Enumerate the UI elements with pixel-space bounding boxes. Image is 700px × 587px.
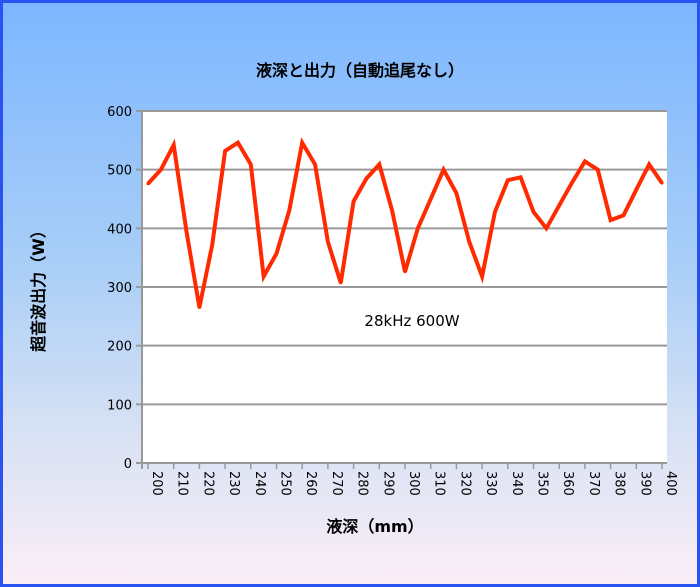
x-tick-label: 370: [586, 471, 601, 496]
x-tick-label: 400: [663, 471, 678, 496]
x-tick-label: 380: [612, 471, 627, 496]
data-point: [159, 168, 163, 172]
data-point: [467, 240, 471, 244]
x-tick-label: 290: [380, 471, 395, 496]
x-tick-label: 230: [226, 471, 241, 496]
x-tick-label: 260: [303, 471, 318, 496]
x-tick-label: 240: [252, 471, 267, 496]
data-point: [480, 274, 484, 278]
data-point: [326, 240, 330, 244]
data-point: [557, 203, 561, 207]
data-point: [287, 208, 291, 212]
data-point: [223, 149, 227, 153]
data-point: [403, 270, 407, 274]
x-tick-label: 340: [509, 471, 524, 496]
y-tick-label: 400: [107, 222, 132, 237]
data-point: [339, 281, 343, 285]
data-point: [210, 243, 214, 247]
data-point: [275, 252, 278, 256]
data-point: [544, 226, 548, 230]
x-tick-label: 280: [355, 471, 370, 496]
data-point: [377, 162, 381, 166]
data-point: [249, 162, 253, 166]
data-point: [262, 274, 266, 278]
y-tick-label: 200: [107, 340, 132, 355]
chart-title: 液深と出力（自動追尾なし）: [256, 61, 464, 80]
data-point: [416, 226, 420, 230]
data-point: [146, 182, 150, 186]
data-point: [583, 159, 587, 163]
data-point: [185, 230, 189, 234]
data-point: [660, 181, 664, 185]
data-point: [429, 197, 433, 201]
x-axis-label: 液深（mm）: [326, 517, 423, 536]
x-tick-label: 300: [406, 471, 421, 496]
data-point: [519, 175, 523, 179]
data-point: [532, 210, 535, 214]
data-point: [621, 213, 625, 217]
data-point: [390, 209, 394, 213]
data-point: [634, 188, 638, 192]
y-axis-label: 超音波出力（W）: [29, 222, 48, 353]
x-tick-label: 350: [535, 471, 550, 496]
x-tick-label: 210: [175, 471, 190, 496]
y-tick-label: 0: [124, 457, 132, 472]
x-tick-label: 270: [329, 471, 344, 496]
annotation-label: 28kHz 600W: [364, 312, 459, 330]
data-point: [506, 178, 510, 182]
data-point: [300, 141, 304, 145]
x-tick-label: 200: [149, 471, 164, 496]
y-tick-label: 500: [107, 164, 132, 179]
data-point: [197, 306, 201, 310]
data-point: [313, 162, 317, 166]
data-point: [352, 199, 356, 203]
data-point: [596, 168, 600, 172]
x-tick-label: 220: [200, 471, 215, 496]
data-point: [647, 162, 651, 166]
data-point: [609, 218, 613, 222]
y-tick-label: 600: [107, 105, 132, 120]
data-point: [236, 141, 240, 145]
data-point: [364, 176, 368, 180]
y-tick-label: 100: [107, 398, 132, 413]
x-tick-label: 390: [637, 471, 652, 496]
x-tick-label: 360: [560, 471, 575, 496]
data-point: [442, 168, 446, 172]
data-point: [493, 210, 497, 214]
x-tick-label: 330: [483, 471, 498, 496]
data-point: [454, 191, 458, 195]
x-tick-label: 250: [278, 471, 293, 496]
y-tick-label: 300: [107, 281, 132, 296]
x-tick-label: 320: [457, 471, 472, 496]
x-tick-label: 310: [432, 471, 447, 496]
data-point: [570, 181, 574, 185]
data-point: [172, 143, 176, 147]
